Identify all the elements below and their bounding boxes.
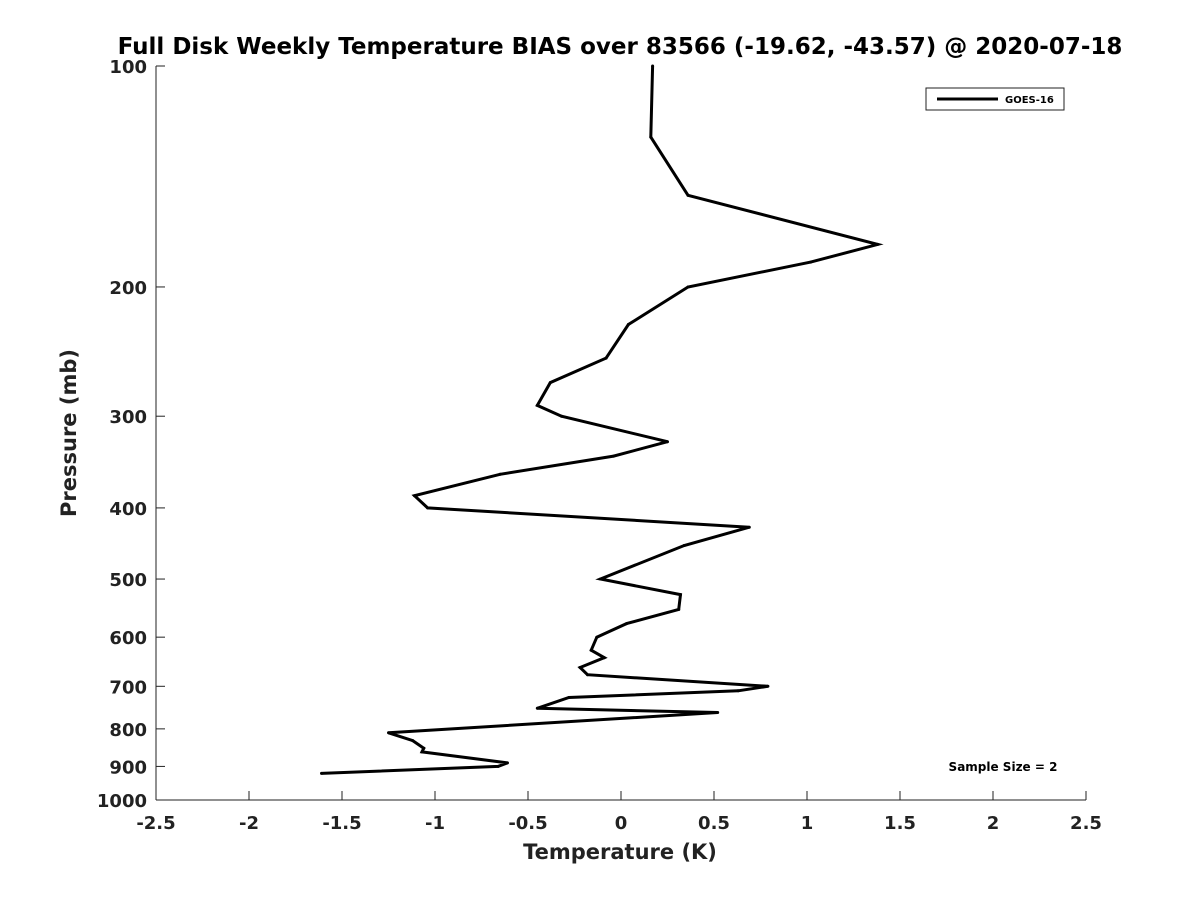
data-point	[496, 764, 500, 768]
data-point	[649, 135, 653, 139]
series-line-0	[321, 65, 884, 775]
x-axis-ticks: -2.5 -2 -1.5 -1 -0.5 0 0.5 1 1.5 2 2.5	[136, 791, 1102, 834]
data-point	[876, 242, 880, 246]
y-axis-ticks: 100 200 300 400 500 600 700 800 900 1000	[97, 57, 165, 812]
x-tick-label: 0	[615, 813, 628, 834]
legend-label-goes-16: GOES-16	[1005, 95, 1054, 106]
x-tick-label: 2.5	[1070, 813, 1102, 834]
data-point	[679, 593, 682, 597]
y-tick-label: 600	[109, 628, 147, 649]
data-point	[651, 64, 655, 68]
data-point	[578, 666, 582, 669]
data-point	[535, 403, 539, 407]
x-tick-label: 1.5	[884, 813, 916, 834]
x-tick-label: 0.5	[698, 813, 730, 834]
data-point	[589, 648, 593, 652]
data-point	[604, 356, 608, 360]
data-point	[506, 761, 509, 765]
data-point	[498, 472, 502, 476]
data-point	[320, 771, 323, 775]
data-point	[686, 193, 690, 197]
y-tick-label: 400	[109, 499, 147, 520]
y-tick-label: 900	[109, 757, 147, 778]
series-layer	[320, 64, 884, 775]
plot-area	[155, 66, 1086, 801]
x-axis-label: Temperature (K)	[523, 840, 717, 864]
data-point	[809, 260, 813, 264]
y-tick-label: 500	[109, 570, 147, 591]
y-tick-label: 800	[109, 720, 147, 741]
data-point	[420, 750, 424, 754]
data-point	[411, 739, 415, 743]
data-point	[422, 746, 426, 750]
data-point	[626, 323, 630, 326]
data-point	[602, 656, 606, 660]
y-tick-label: 100	[109, 57, 147, 78]
x-tick-label: 1	[801, 813, 814, 834]
x-tick-label: 2	[987, 813, 1000, 834]
data-point	[612, 454, 616, 458]
data-point	[625, 622, 629, 626]
y-tick-label: 200	[109, 278, 147, 299]
data-point	[677, 607, 681, 611]
data-point	[387, 731, 390, 735]
x-tick-label: -2	[239, 813, 259, 834]
data-point	[682, 544, 686, 547]
data-point	[666, 440, 669, 444]
data-point	[747, 525, 751, 529]
x-tick-label: -2.5	[136, 813, 175, 834]
y-tick-label: 1000	[97, 791, 147, 812]
data-point	[586, 673, 589, 677]
data-point	[599, 577, 602, 581]
y-tick-label: 700	[109, 677, 147, 698]
data-point	[686, 285, 690, 289]
data-point	[567, 696, 571, 699]
data-point	[426, 506, 430, 510]
data-point	[595, 635, 599, 639]
data-point	[413, 494, 416, 498]
data-point	[560, 414, 563, 418]
data-point	[535, 706, 539, 710]
sample-size-annotation: Sample Size = 2	[949, 760, 1058, 774]
legend: GOES-16	[925, 87, 1065, 111]
x-tick-label: -0.5	[508, 813, 547, 834]
data-point	[766, 684, 770, 688]
data-point	[716, 711, 720, 714]
chart-title: Full Disk Weekly Temperature BIAS over 8…	[118, 34, 1123, 60]
y-tick-label: 300	[109, 407, 147, 428]
y-axis-label: Pressure (mb)	[57, 349, 81, 517]
data-point	[736, 689, 740, 693]
data-point	[548, 381, 552, 385]
x-tick-label: -1.5	[322, 813, 361, 834]
x-tick-label: -1	[425, 813, 445, 834]
